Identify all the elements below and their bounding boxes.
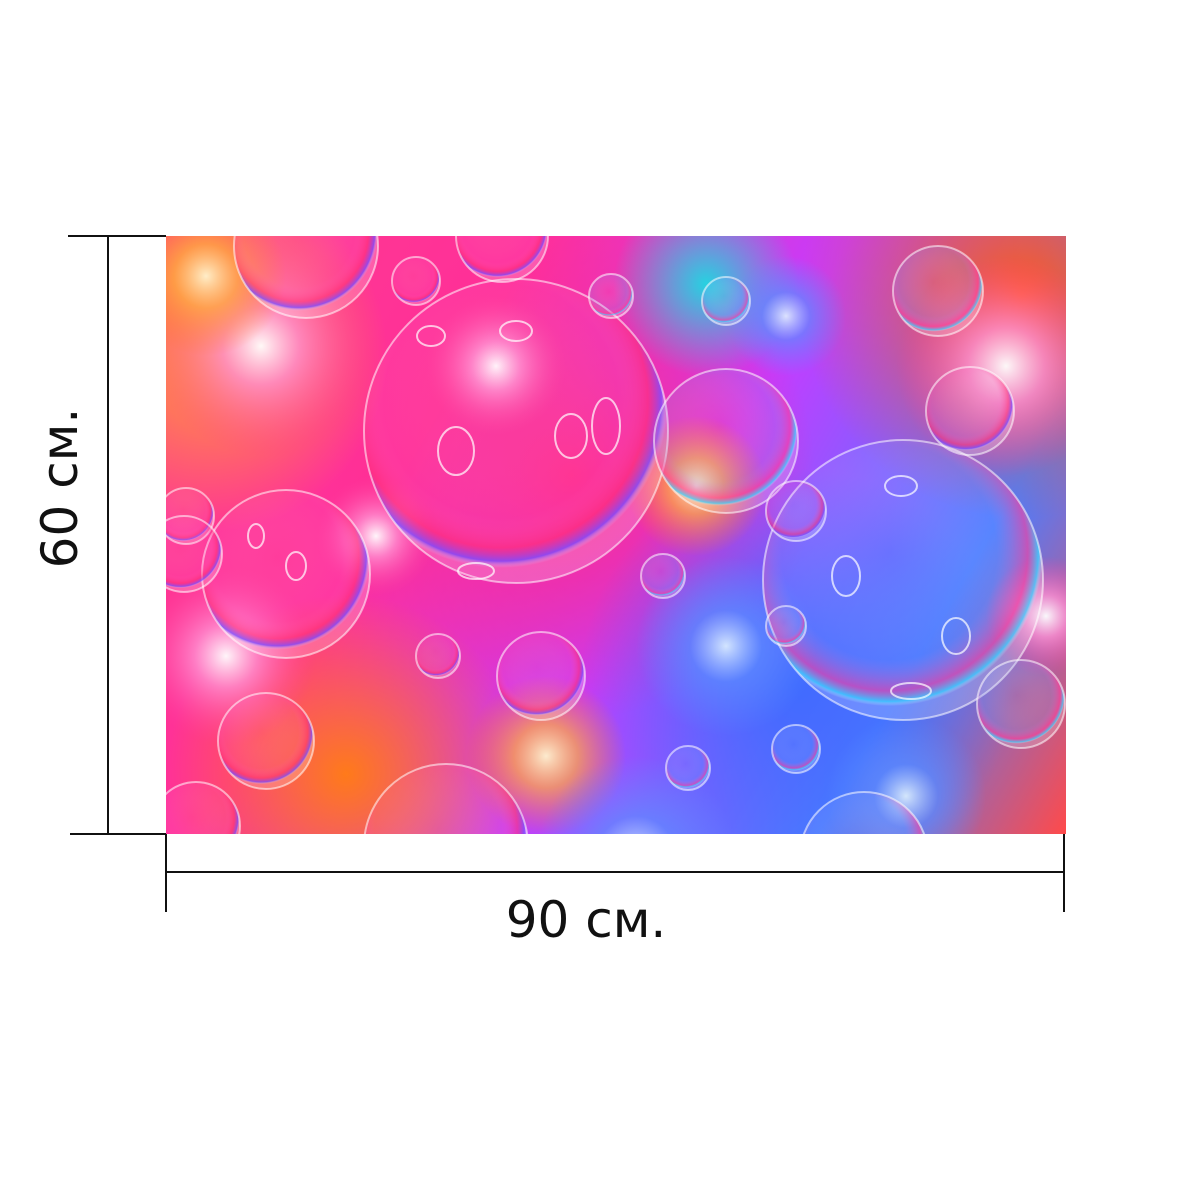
bubbles-artwork [166,236,1066,834]
product-artwork [166,236,1066,834]
height-dimension-label: 60 см. [31,407,89,569]
width-dimension-label: 90 см. [505,891,667,949]
